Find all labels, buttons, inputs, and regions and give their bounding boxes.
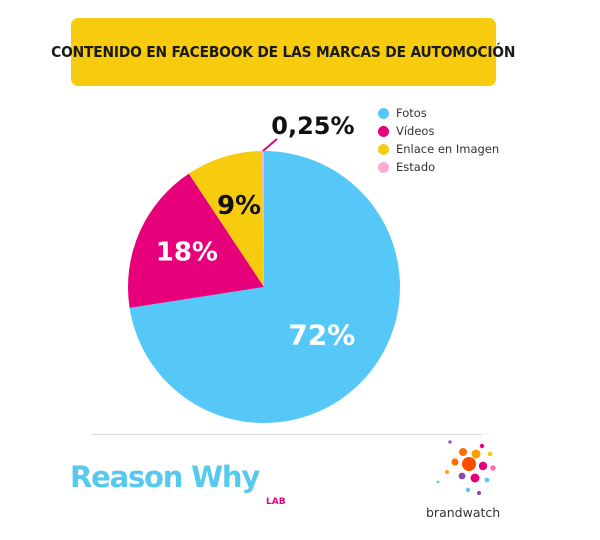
legend-swatch-fotos [378, 107, 389, 119]
pie-slice-videos [128, 173, 264, 308]
legend-label-estado: Estado [396, 160, 436, 174]
legend-swatch-enlace [378, 143, 389, 155]
brandwatch-logo-text: brandwatch [426, 505, 501, 520]
pie-label-estado: 0,25% [271, 112, 354, 140]
brandwatch-dots-logo-icon [436, 440, 496, 495]
footer-divider [92, 434, 482, 435]
pie-slice-estado [261, 151, 264, 287]
reasonwhy-logo: Reason Why [70, 460, 260, 494]
callout-line-estado [262, 138, 278, 152]
title-banner: CONTENIDO EN FACEBOOK DE LAS MARCAS DE A… [51, 18, 516, 86]
chart-title: CONTENIDO EN FACEBOOK DE LAS MARCAS DE A… [51, 43, 516, 61]
legend-swatch-estado [378, 161, 389, 173]
legend-label-enlace: Enlace en Imagen [396, 142, 500, 156]
legend: Fotos Vídeos Enlace en Imagen Estado [378, 104, 499, 176]
legend-item-estado: Estado [378, 158, 499, 176]
legend-item-enlace: Enlace en Imagen [378, 140, 499, 158]
legend-label-videos: Vídeos [396, 124, 435, 138]
pie-slice-enlace-en-imagen [188, 151, 264, 287]
pie-label-videos: 18% [156, 237, 218, 267]
legend-swatch-videos [378, 125, 389, 137]
pie-slice-fotos [129, 151, 401, 423]
reasonwhy-lab-label: LAB [266, 497, 286, 507]
pie-label-fotos: 72% [288, 319, 355, 352]
legend-item-videos: Vídeos [378, 122, 499, 140]
legend-label-fotos: Fotos [396, 106, 427, 120]
pie-label-enlace-en-imagen: 9% [217, 191, 261, 221]
legend-item-fotos: Fotos [378, 104, 499, 122]
